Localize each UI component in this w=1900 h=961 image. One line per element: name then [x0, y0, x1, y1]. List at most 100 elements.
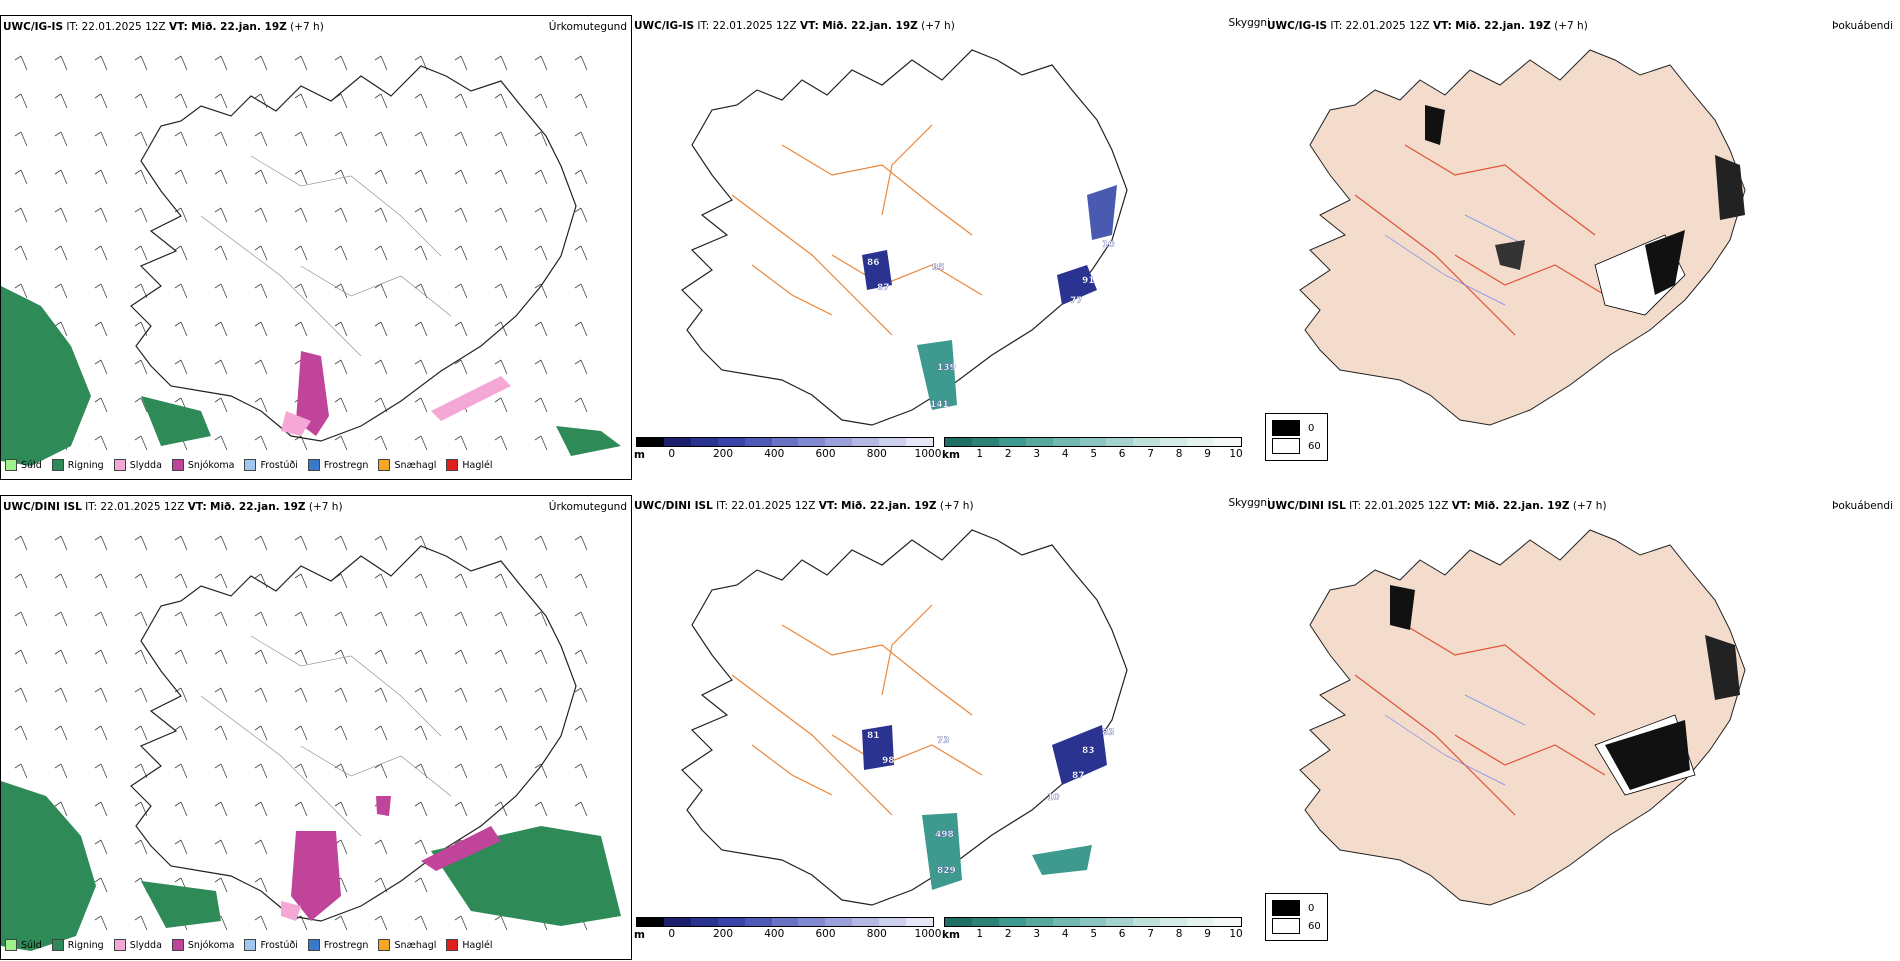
- wind-barb: [494, 283, 508, 299]
- cbar-km-ticks: 1 2 3 4 5 6 7 8 9 10: [944, 447, 1242, 461]
- visibility-value-label: 83: [1102, 728, 1115, 738]
- wind-barb: [134, 535, 148, 551]
- wind-barb: [334, 245, 348, 261]
- wind-barb: [134, 131, 148, 147]
- wind-barb: [54, 725, 68, 741]
- legend-label: Snæhagl: [394, 459, 437, 471]
- wind-barb: [214, 725, 228, 741]
- wind-barb: [214, 321, 228, 337]
- wind-barb: [454, 725, 468, 741]
- wind-barb: [334, 763, 348, 779]
- wind-barb: [494, 245, 508, 261]
- wind-barb: [414, 687, 428, 703]
- wind-barb: [54, 169, 68, 185]
- cbar-m-bar: [636, 437, 934, 447]
- wind-barb: [174, 207, 188, 223]
- wind-barb: [294, 573, 308, 589]
- wind-barb: [574, 611, 588, 627]
- wind-barb: [214, 93, 228, 109]
- wind-barb: [294, 687, 308, 703]
- colorbar-tick: 8: [1175, 448, 1183, 460]
- wind-barb: [174, 535, 188, 551]
- wind-barb: [174, 93, 188, 109]
- legend-item: Frostúði: [244, 939, 298, 951]
- wind-barb: [494, 397, 508, 413]
- wind-barb: [94, 763, 108, 779]
- visibility-value-label: 83: [1082, 746, 1095, 756]
- fog-panel-row2: UWC/DINI ISL IT: 22.01.2025 12Z VT: Mið.…: [1265, 495, 1897, 960]
- colorbar-tick: 0: [668, 928, 676, 940]
- wind-barb: [574, 245, 588, 261]
- visibility-value-label: 81: [867, 731, 880, 741]
- wind-barb: [54, 207, 68, 223]
- colorbar-tick: 5: [1090, 928, 1097, 940]
- colorbar-tick: 4: [1061, 928, 1069, 940]
- wind-barb: [254, 611, 268, 627]
- wind-barb: [254, 535, 268, 551]
- wind-barb: [534, 169, 548, 185]
- colorbar-tick: 7: [1147, 928, 1154, 940]
- cbar-m-bar: [636, 917, 934, 927]
- colorbar-tick: 1000: [914, 928, 942, 940]
- wind-barb: [14, 207, 28, 223]
- wind-barb: [54, 55, 68, 71]
- wind-barb: [54, 93, 68, 109]
- map-header: UWC/IG-IS IT: 22.01.2025 12Z VT: Mið. 22…: [1267, 20, 1588, 32]
- map-header: UWC/IG-IS IT: 22.01.2025 12Z VT: Mið. 22…: [3, 21, 324, 33]
- wind-barb: [254, 801, 268, 817]
- fog-map: [1299, 529, 1746, 906]
- wind-barb: [254, 55, 268, 71]
- wind-barb: [534, 55, 548, 71]
- legend-swatch: [171, 939, 184, 951]
- panel-type-label: Þokuábendi: [1832, 20, 1893, 32]
- wind-barb: [214, 611, 228, 627]
- legend-item: Rigning: [51, 459, 104, 471]
- colorbar-tick: 400: [764, 928, 785, 940]
- wind-barb: [534, 573, 548, 589]
- wind-barb: [94, 207, 108, 223]
- visibility-value-label: 98: [882, 756, 895, 766]
- colorbar-tick: 2: [1004, 448, 1012, 460]
- wind-barb: [94, 725, 108, 741]
- colorbar-tick: 6: [1118, 928, 1126, 940]
- wind-barb: [94, 321, 108, 337]
- wind-barb: [574, 55, 588, 71]
- wind-barb: [14, 763, 28, 779]
- wind-barb: [574, 283, 588, 299]
- visibility-value-label: 91: [1082, 276, 1095, 286]
- wind-barb: [454, 131, 468, 147]
- legend-swatch: [171, 459, 184, 471]
- wind-barb: [14, 169, 28, 185]
- wind-barb: [574, 687, 588, 703]
- wind-barb: [454, 55, 468, 71]
- colorbar-tick: 200: [712, 928, 734, 940]
- wind-barb: [174, 245, 188, 261]
- wind-barb: [534, 93, 548, 109]
- wind-barb: [414, 573, 428, 589]
- wind-barb: [374, 169, 388, 185]
- wind-barb: [534, 397, 548, 413]
- wind-barb: [254, 359, 268, 375]
- legend-item: Snæhagl: [378, 939, 436, 951]
- precip-type-panel-row1: UWC/IG-IS IT: 22.01.2025 12Z VT: Mið. 22…: [0, 15, 632, 480]
- wind-barb: [94, 55, 108, 71]
- panel-type-label: Skyggni: [1228, 17, 1271, 29]
- wind-barb: [254, 687, 268, 703]
- wind-barb: [54, 801, 68, 817]
- wind-barb: [374, 877, 388, 893]
- legend-label: Snjókoma: [187, 939, 235, 951]
- wind-barb: [334, 55, 348, 71]
- wind-barb: [334, 687, 348, 703]
- wind-barb: [414, 763, 428, 779]
- colorbar-tick: 9: [1204, 928, 1211, 940]
- wind-barb: [414, 725, 428, 741]
- wind-barb: [334, 915, 348, 931]
- legend-swatch: [244, 459, 257, 471]
- legend-item: Slydda: [113, 459, 162, 471]
- wind-barb: [494, 573, 508, 589]
- wind-barb: [14, 245, 28, 261]
- wind-barb: [134, 207, 148, 223]
- legend-item: Haglél: [446, 459, 493, 471]
- wind-barb: [454, 915, 468, 931]
- legend-swatch: [5, 939, 17, 951]
